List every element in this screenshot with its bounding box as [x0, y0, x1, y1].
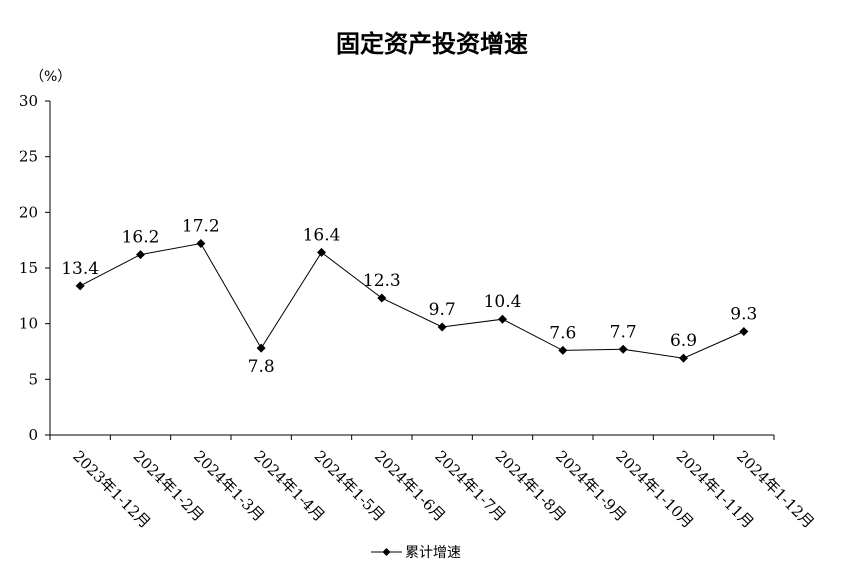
- series-line: [79, 242, 745, 359]
- data-point: [317, 247, 326, 257]
- data-point: [739, 326, 749, 336]
- data-label: 9.3: [730, 304, 757, 324]
- data-label: 13.4: [61, 259, 99, 279]
- data-labels: 13.4 16.2 17.2 7.8 16.4 12.3 9.7 10.4 7.6 7.7 6.9 9…: [61, 217, 757, 378]
- data-point: [256, 343, 266, 353]
- data-label: 6.9: [670, 331, 697, 351]
- data-label: 9.7: [429, 300, 456, 320]
- data-label: 7.6: [549, 323, 576, 343]
- legend-marker: [382, 548, 391, 556]
- data-point: [196, 239, 206, 249]
- data-label: 10.4: [484, 292, 522, 312]
- y-tick-label: 10: [19, 315, 38, 333]
- data-point: [558, 345, 568, 355]
- chart-title: 固定资产投资增速: [336, 29, 528, 58]
- y-tick-label: 5: [28, 370, 38, 388]
- chart-axes: [49, 101, 774, 436]
- series-group: [75, 239, 749, 363]
- legend-label: 累计增速: [405, 545, 461, 561]
- data-label: 16.2: [122, 228, 160, 248]
- data-label: 12.3: [363, 271, 401, 291]
- data-label: 17.2: [182, 217, 220, 237]
- data-point: [679, 353, 688, 363]
- data-point: [437, 322, 447, 332]
- x-axis-ticks: 2023年1-12月2024年1-2月2024年1-3月2024年1-4月202…: [49, 435, 818, 532]
- data-point: [498, 314, 507, 324]
- data-point: [618, 344, 628, 354]
- data-label: 16.4: [303, 225, 341, 245]
- y-tick-label: 20: [19, 203, 38, 221]
- data-point: [75, 281, 85, 291]
- data-label: 7.7: [610, 322, 637, 342]
- data-label: 7.8: [248, 357, 275, 377]
- y-tick-label: 30: [19, 92, 38, 110]
- y-unit-label: （%）: [30, 69, 71, 85]
- y-tick-label: 15: [19, 259, 38, 277]
- legend: 累计增速: [371, 545, 461, 561]
- data-point: [377, 293, 387, 303]
- y-tick-label: 0: [28, 426, 38, 444]
- data-point: [136, 250, 145, 260]
- y-axis-ticks: 0 5 10 15 20 25 30: [19, 92, 50, 444]
- y-tick-label: 25: [19, 148, 38, 166]
